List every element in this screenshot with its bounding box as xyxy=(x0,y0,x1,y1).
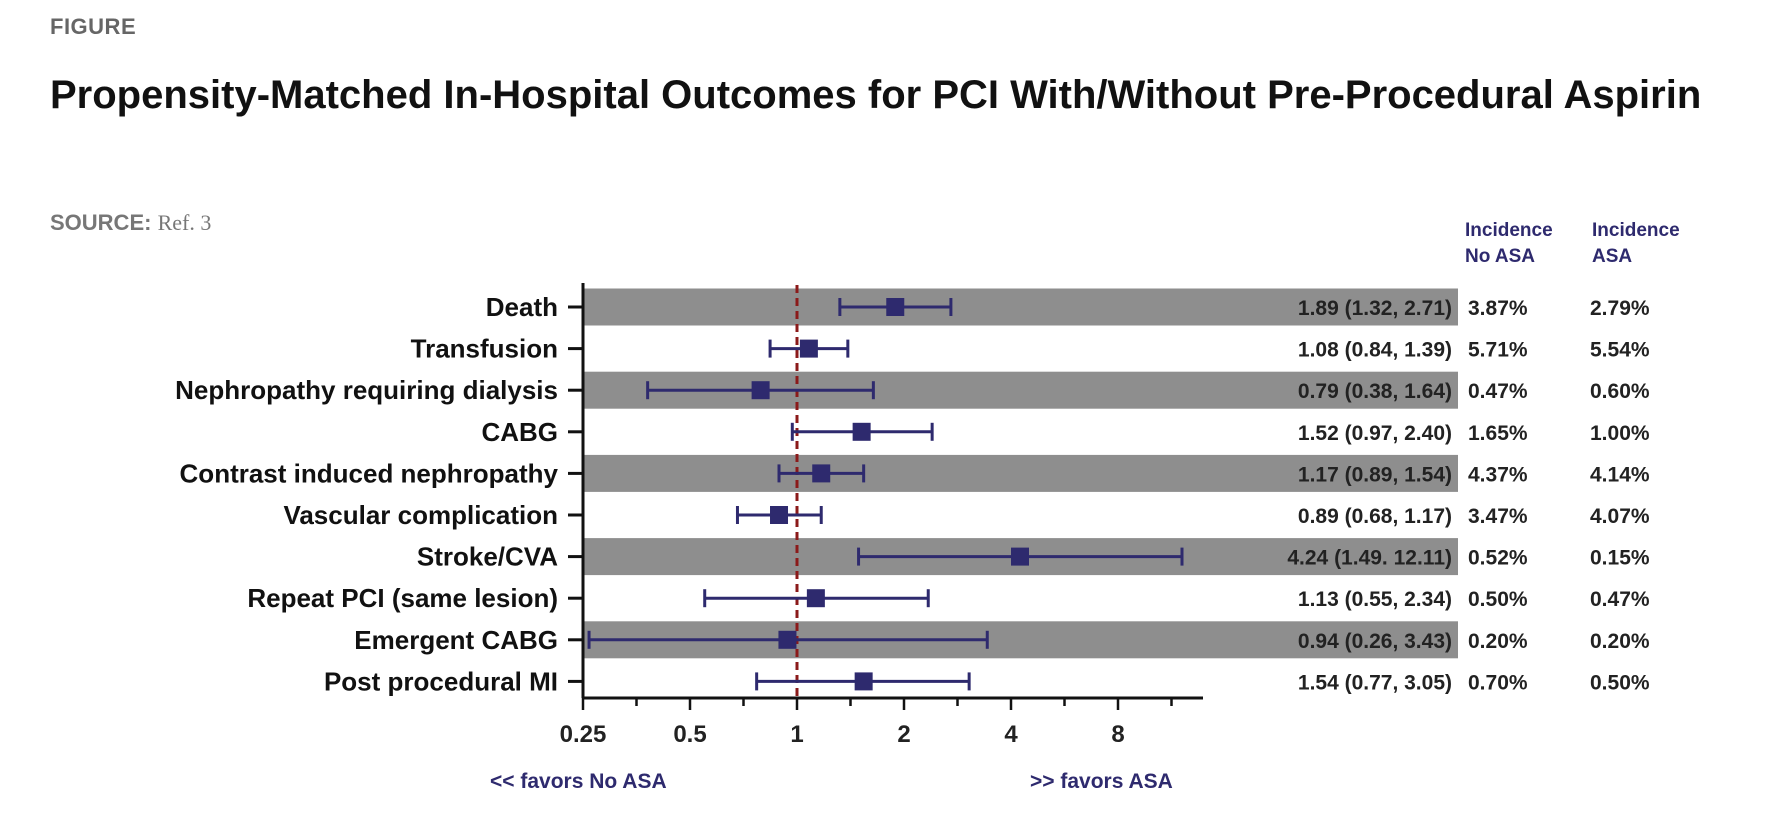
odds-ratio-text: 1.13 (0.55, 2.34) xyxy=(1298,588,1452,611)
incidence-asa: 1.00% xyxy=(1590,422,1650,445)
row-label: Transfusion xyxy=(411,334,558,364)
point-estimate xyxy=(806,589,825,608)
point-estimate xyxy=(770,506,789,524)
point-estimate xyxy=(799,339,818,358)
row-label: Contrast induced nephropathy xyxy=(180,458,559,488)
incidence-no-asa: 3.87% xyxy=(1468,297,1528,320)
x-tick-label: 8 xyxy=(1111,721,1124,748)
row-band xyxy=(583,454,1458,492)
incidence-asa: 2.79% xyxy=(1590,297,1650,320)
incidence-asa: 0.47% xyxy=(1590,588,1650,611)
column-header: ASA xyxy=(1592,246,1632,267)
odds-ratio-text: 1.52 (0.97, 2.40) xyxy=(1298,422,1452,445)
column-header: Incidence xyxy=(1465,220,1553,241)
odds-ratio-text: 1.54 (0.77, 3.05) xyxy=(1298,671,1452,694)
row-label: Death xyxy=(486,292,558,322)
row-label: Vascular complication xyxy=(283,500,558,530)
point-estimate xyxy=(854,672,873,691)
point-estimate xyxy=(1010,547,1029,566)
incidence-asa: 0.15% xyxy=(1590,547,1650,570)
column-header: Incidence xyxy=(1592,220,1680,241)
source-text: Ref. 3 xyxy=(157,210,212,235)
source-label: SOURCE: xyxy=(50,210,152,235)
x-tick-label: 0.5 xyxy=(673,721,706,748)
incidence-asa: 5.54% xyxy=(1590,339,1650,362)
x-tick-label: 2 xyxy=(897,721,910,748)
incidence-asa: 4.07% xyxy=(1590,505,1650,528)
point-estimate xyxy=(852,422,871,441)
odds-ratio-text: 1.17 (0.89, 1.54) xyxy=(1298,463,1452,486)
x-tick-label: 0.25 xyxy=(560,721,607,748)
left-annotation: << favors No ASA xyxy=(490,770,667,793)
row-label: Emergent CABG xyxy=(354,625,558,655)
incidence-no-asa: 5.71% xyxy=(1468,339,1528,362)
row-band xyxy=(583,288,1458,326)
incidence-no-asa: 0.70% xyxy=(1468,671,1528,694)
incidence-no-asa: 0.20% xyxy=(1468,630,1528,653)
odds-ratio-text: 1.89 (1.32, 2.71) xyxy=(1298,297,1452,320)
odds-ratio-text: 1.08 (0.84, 1.39) xyxy=(1298,339,1452,362)
incidence-asa: 0.60% xyxy=(1590,380,1650,403)
point-estimate xyxy=(778,630,797,649)
row-label: Repeat PCI (same lesion) xyxy=(247,583,558,613)
odds-ratio-text: 0.79 (0.38, 1.64) xyxy=(1298,380,1452,403)
point-estimate xyxy=(751,381,770,400)
incidence-no-asa: 0.52% xyxy=(1468,547,1528,570)
incidence-asa: 0.20% xyxy=(1590,630,1650,653)
odds-ratio-text: 0.94 (0.26, 3.43) xyxy=(1298,630,1452,653)
x-tick-label: 1 xyxy=(790,721,803,748)
incidence-no-asa: 4.37% xyxy=(1468,463,1528,486)
row-label: Post procedural MI xyxy=(324,666,558,696)
point-estimate xyxy=(812,464,831,483)
point-estimate xyxy=(886,298,905,316)
incidence-asa: 4.14% xyxy=(1590,463,1650,486)
incidence-asa: 0.50% xyxy=(1590,671,1650,694)
incidence-no-asa: 1.65% xyxy=(1468,422,1528,445)
right-annotation: >> favors ASA xyxy=(1030,770,1173,793)
source-line: SOURCE: Ref. 3 xyxy=(50,210,211,236)
x-tick-label: 4 xyxy=(1004,721,1018,748)
row-label: CABG xyxy=(481,417,558,447)
row-label: Nephropathy requiring dialysis xyxy=(175,375,558,405)
incidence-no-asa: 0.50% xyxy=(1468,588,1528,611)
incidence-no-asa: 3.47% xyxy=(1468,505,1528,528)
figure-kicker: FIGURE xyxy=(50,14,137,39)
row-label: Stroke/CVA xyxy=(417,542,558,572)
incidence-no-asa: 0.47% xyxy=(1468,380,1528,403)
column-header: No ASA xyxy=(1465,246,1535,267)
odds-ratio-text: 0.89 (0.68, 1.17) xyxy=(1298,505,1452,528)
page-title: Propensity-Matched In-Hospital Outcomes … xyxy=(50,73,1702,117)
odds-ratio-text: 4.24 (1.49. 12.11) xyxy=(1287,547,1452,570)
